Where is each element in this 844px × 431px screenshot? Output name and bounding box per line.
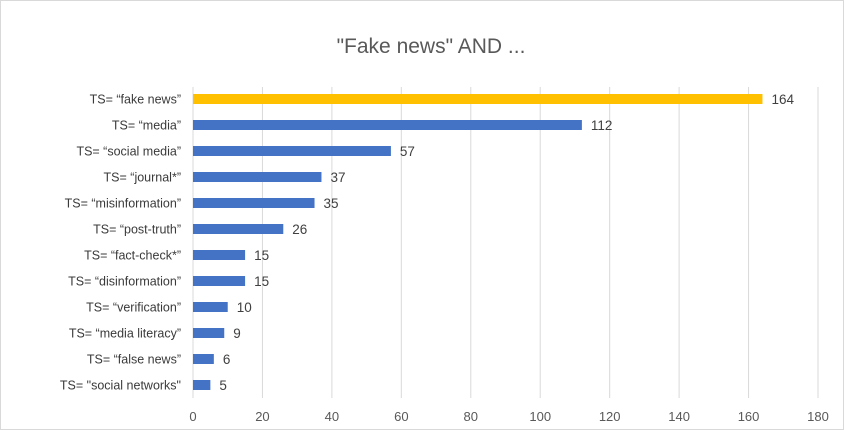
bar (193, 198, 315, 208)
data-label: 9 (233, 326, 241, 341)
category-label: TS= “media” (112, 119, 181, 133)
bars (193, 94, 763, 390)
data-label: 112 (591, 118, 613, 133)
category-label: TS= “fact-check*” (84, 249, 181, 263)
data-label: 26 (292, 222, 307, 237)
category-label: TS= “journal*” (104, 171, 181, 185)
bar (193, 94, 763, 104)
bar (193, 380, 211, 390)
data-label: 57 (400, 144, 415, 159)
bar (193, 276, 246, 286)
data-label: 15 (254, 274, 269, 289)
gridlines (192, 87, 819, 398)
category-label: TS= “post-truth” (93, 223, 181, 237)
category-label: TS= “social media” (76, 145, 181, 159)
bar (193, 328, 225, 338)
x-tick-label: 180 (807, 409, 829, 424)
category-label: TS= “false news” (87, 353, 181, 367)
bar (193, 120, 582, 130)
x-tick-label: 60 (394, 409, 408, 424)
data-label: 15 (254, 248, 269, 263)
category-label: TS= “fake news” (90, 93, 181, 107)
category-label: TS= “disinformation” (68, 275, 181, 289)
x-tick-label: 120 (599, 409, 621, 424)
bar (193, 146, 391, 156)
x-axis-ticks: 0 20 40 60 80 100 120 140 160 180 (189, 409, 828, 424)
chart-title: "Fake news" AND ... (337, 35, 526, 58)
data-label: 10 (237, 300, 252, 315)
data-label: 35 (324, 196, 339, 211)
x-tick-label: 80 (464, 409, 478, 424)
data-label: 5 (219, 378, 227, 393)
category-label: TS= "social networks" (60, 379, 181, 393)
data-label: 6 (223, 352, 231, 367)
bar (193, 224, 284, 234)
x-tick-label: 20 (255, 409, 269, 424)
x-tick-label: 0 (189, 409, 196, 424)
x-tick-label: 100 (529, 409, 551, 424)
data-label: 37 (330, 170, 345, 185)
bar (193, 250, 246, 260)
x-tick-label: 140 (668, 409, 690, 424)
bar (193, 302, 228, 312)
bar (193, 172, 322, 182)
category-label: TS= “verification” (86, 301, 181, 315)
x-tick-label: 160 (738, 409, 760, 424)
bar (193, 354, 214, 364)
category-label: TS= “misinformation” (65, 197, 181, 211)
category-labels: TS= “fake news” TS= “media” TS= “social me… (60, 93, 181, 393)
category-label: TS= “media literacy” (69, 327, 181, 341)
x-tick-label: 40 (325, 409, 339, 424)
data-label: 164 (771, 92, 794, 107)
